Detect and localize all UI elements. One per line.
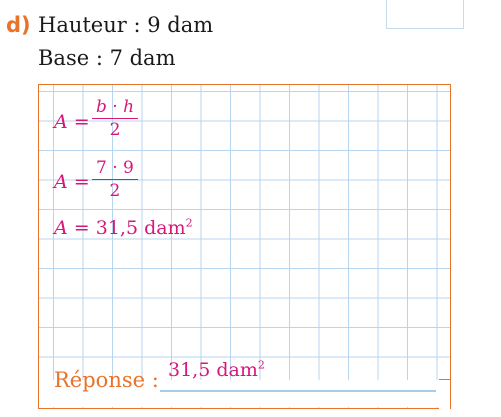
equation-3-exponent: 2 (185, 216, 193, 230)
answer-box-notch (439, 379, 451, 409)
equation-3: A = 31,5 dam2 (54, 217, 193, 239)
question-height: Hauteur : 9 dam (38, 13, 214, 37)
equation-2-denominator: 2 (109, 181, 121, 202)
question-base: Base : 7 dam (38, 46, 176, 70)
equation-3-result: = 31,5 dam (73, 217, 186, 239)
answer-grid[interactable] (38, 84, 451, 409)
answer-value-exponent: 2 (257, 358, 265, 372)
equation-2-equals: = (73, 171, 90, 193)
equation-1-fraction: b · h 2 (92, 96, 139, 141)
answer-line (160, 390, 436, 392)
equation-3-variable: A (54, 217, 68, 239)
answer-strip (39, 380, 450, 407)
fraction-bar (92, 118, 139, 120)
equation-1-equals: = (73, 111, 90, 133)
equation-1-lhs: A = (54, 111, 90, 133)
equation-1-variable: A (54, 111, 68, 133)
fraction-bar (92, 179, 138, 181)
equation-1-numerator: b · h (96, 97, 135, 117)
exercise-label: d) (6, 13, 31, 37)
equation-2-numerator: 7 · 9 (96, 158, 134, 178)
reponse-label: Réponse : (54, 368, 159, 392)
answer-value[interactable]: 31,5 dam2 (168, 357, 265, 383)
answer-value-text: 31,5 dam (168, 359, 258, 381)
equation-2-fraction: 7 · 9 2 (92, 157, 138, 202)
corner-box (386, 0, 464, 29)
equation-2-lhs: A = (54, 171, 90, 193)
equation-1-denominator: 2 (109, 120, 121, 141)
equation-2-variable: A (54, 171, 68, 193)
